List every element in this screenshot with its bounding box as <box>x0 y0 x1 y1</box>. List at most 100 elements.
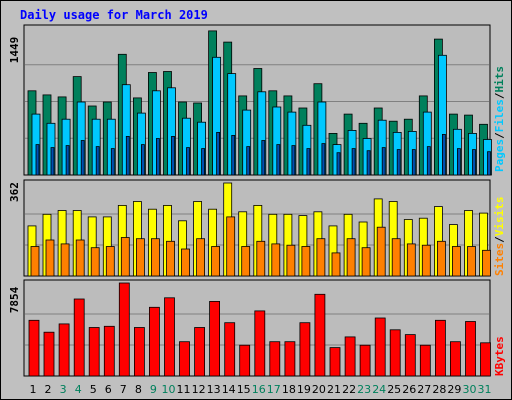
bar-sites-day-4 <box>75 239 85 277</box>
bar-kbytes-day-23 <box>359 344 371 377</box>
bar-kbytes-day-27 <box>419 344 431 377</box>
x-label-day-6: 6 <box>105 383 112 396</box>
bar-pages-day-15 <box>246 146 251 176</box>
bar-sites-day-5 <box>90 247 100 277</box>
bar-kbytes-day-2 <box>43 331 55 377</box>
chart-title: Daily usage for March 2019 <box>20 8 208 22</box>
x-label-day-30: 30 <box>463 383 477 396</box>
x-axis-labels: 1 2 3 4 5 6 7 8 9 10 11 12 13 14 15 16 17 18 19 20 21 22 23 24 2… <box>30 383 492 396</box>
bar-sites-day-18 <box>286 244 296 277</box>
bar-kbytes-day-7 <box>118 282 130 377</box>
bar-sites-day-21 <box>331 252 341 277</box>
bar-kbytes-day-14 <box>224 322 236 377</box>
bar-kbytes-day-15 <box>239 344 251 377</box>
bar-sites-day-14 <box>226 216 236 277</box>
bar-pages-day-14 <box>231 134 236 176</box>
x-label-day-13: 13 <box>207 383 221 396</box>
x-label-day-8: 8 <box>135 383 142 396</box>
bar-sites-day-2 <box>45 239 55 277</box>
bar-sites-day-31 <box>482 249 491 277</box>
bar-sites-day-15 <box>241 246 251 277</box>
x-label-day-31: 31 <box>478 383 492 396</box>
bar-sites-day-10 <box>166 240 175 277</box>
bar-kbytes-day-29 <box>449 341 461 377</box>
bar-pages-day-24 <box>381 147 386 176</box>
bar-pages-day-2 <box>50 147 55 176</box>
bar-sites-day-11 <box>181 248 190 277</box>
x-label-day-27: 27 <box>417 383 431 396</box>
bar-pages-day-27 <box>426 146 431 176</box>
bar-pages-day-6 <box>110 148 115 176</box>
bar-pages-day-29 <box>456 148 461 176</box>
legend-sep-3: / <box>493 236 506 243</box>
bar-sites-day-13 <box>211 246 221 277</box>
bar-pages-day-19 <box>306 148 311 176</box>
bar-sites-day-7 <box>120 237 130 277</box>
x-label-day-9: 9 <box>150 383 157 396</box>
bar-kbytes-day-1 <box>28 319 40 377</box>
bar-sites-day-25 <box>391 238 401 277</box>
bar-kbytes-day-3 <box>58 323 70 377</box>
bar-kbytes-day-9 <box>148 306 160 377</box>
x-label-day-5: 5 <box>90 383 97 396</box>
x-label-day-17: 17 <box>267 383 281 396</box>
bar-pages-day-20 <box>321 143 326 176</box>
bar-pages-day-16 <box>261 140 266 176</box>
bar-pages-day-18 <box>291 145 296 176</box>
x-label-day-14: 14 <box>222 383 236 396</box>
bar-sites-day-24 <box>376 226 386 277</box>
y-max-label-bottom: 7854 <box>8 286 21 313</box>
bar-kbytes-day-10 <box>164 297 175 377</box>
bar-pages-day-31 <box>487 151 491 176</box>
bar-kbytes-day-20 <box>314 293 326 377</box>
x-label-day-22: 22 <box>342 383 356 396</box>
legend-sep-1: / <box>493 132 506 139</box>
legend-hits: Hits <box>493 66 506 93</box>
bar-pages-day-9 <box>155 138 160 176</box>
legend-kbytes: KBytes <box>493 336 506 376</box>
bar-kbytes-day-19 <box>299 322 311 377</box>
bar-kbytes-day-25 <box>389 329 401 377</box>
bar-kbytes-day-24 <box>374 317 386 377</box>
bar-sites-day-3 <box>60 243 70 277</box>
bar-kbytes-day-21 <box>329 347 341 377</box>
bar-pages-day-4 <box>80 140 85 176</box>
bar-kbytes-day-8 <box>133 327 145 377</box>
bar-kbytes-day-6 <box>103 325 115 377</box>
bar-sites-day-8 <box>135 238 145 277</box>
x-label-day-3: 3 <box>60 383 67 396</box>
legend-bottom: KBytes <box>493 336 506 376</box>
x-label-day-12: 12 <box>192 383 206 396</box>
x-label-day-2: 2 <box>45 383 52 396</box>
bar-pages-day-23 <box>366 150 371 176</box>
bar-pages-day-1 <box>35 144 40 176</box>
bar-sites-day-19 <box>301 246 311 277</box>
bar-pages-day-28 <box>441 133 446 176</box>
bar-kbytes-day-26 <box>404 334 416 377</box>
bar-sites-day-22 <box>346 238 356 277</box>
legend-files: Files <box>493 99 506 132</box>
bar-kbytes-day-28 <box>434 319 446 377</box>
bar-pages-day-30 <box>472 149 476 176</box>
bar-sites-day-17 <box>271 243 281 277</box>
legend-sites: Sites <box>493 243 506 276</box>
bar-pages-day-22 <box>351 148 356 176</box>
bar-kbytes-day-22 <box>344 336 356 377</box>
y-max-label-middle: 362 <box>8 182 21 202</box>
bar-pages-day-12 <box>201 148 206 176</box>
bar-sites-day-9 <box>150 238 160 277</box>
bar-sites-day-16 <box>256 240 266 277</box>
bar-sites-day-12 <box>196 238 206 277</box>
x-label-day-24: 24 <box>372 383 386 396</box>
legend-top: Pages/Files/Hits <box>493 66 506 172</box>
x-label-day-18: 18 <box>282 383 296 396</box>
bar-sites-day-6 <box>105 246 115 277</box>
x-label-day-1: 1 <box>30 383 37 396</box>
bar-sites-day-27 <box>421 244 431 277</box>
bar-sites-day-1 <box>30 246 40 277</box>
x-label-day-11: 11 <box>177 383 191 396</box>
bar-kbytes-day-16 <box>254 310 266 377</box>
x-label-day-19: 19 <box>297 383 311 396</box>
bar-pages-day-10 <box>171 135 175 176</box>
